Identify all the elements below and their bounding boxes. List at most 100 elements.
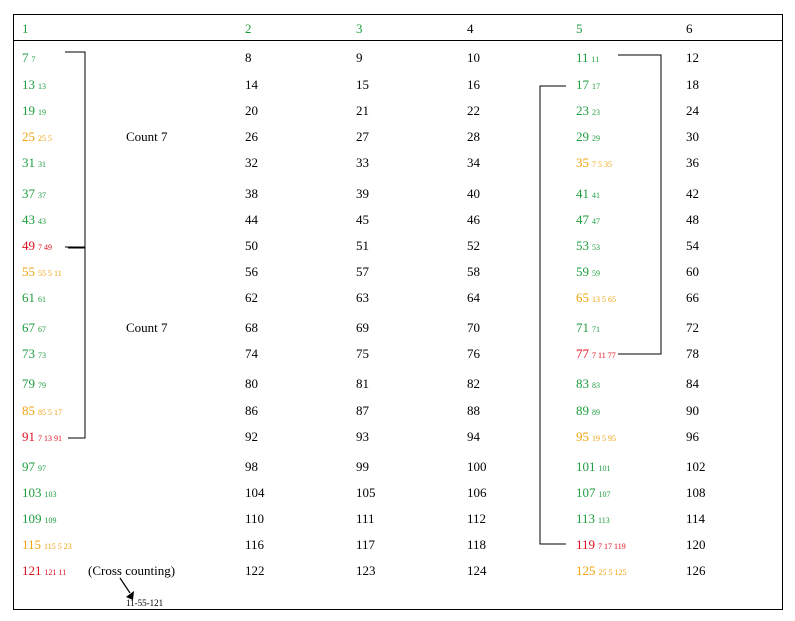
cell-number: 98 xyxy=(245,459,258,474)
grid-cell: 79 79 xyxy=(22,376,46,394)
cell-number: 23 xyxy=(576,103,589,118)
cell-number: 62 xyxy=(245,290,258,305)
cell-number: 31 xyxy=(22,155,35,170)
cell-number: 105 xyxy=(356,485,376,500)
grid-cell: 58 xyxy=(467,264,480,280)
cell-number: 27 xyxy=(356,129,369,144)
grid-cell: 108 xyxy=(686,485,706,501)
grid-cell: 67 67 xyxy=(22,320,46,338)
cell-number: 83 xyxy=(576,376,589,391)
column-header-6: 6 xyxy=(686,21,693,36)
cell-number: 74 xyxy=(245,346,258,361)
cell-number: 110 xyxy=(245,511,265,526)
cell-number: 77 xyxy=(576,346,589,361)
cell-number: 68 xyxy=(245,320,258,335)
grid-cell: 121 121 11 xyxy=(22,563,66,581)
grid-cell: 98 xyxy=(245,459,258,475)
grid-cell: 116 xyxy=(245,537,264,553)
cell-number: 60 xyxy=(686,264,699,279)
cell-number: 61 xyxy=(22,290,35,305)
cell-factors: 19 xyxy=(38,108,46,117)
grid-cell: 30 xyxy=(686,129,699,145)
column-header-4: 4 xyxy=(467,21,474,36)
cell-number: 15 xyxy=(356,77,369,92)
cell-number: 66 xyxy=(686,290,699,305)
cell-number: 101 xyxy=(576,459,596,474)
cell-number: 18 xyxy=(686,77,699,92)
cell-factors: 25 5 xyxy=(38,134,52,143)
cell-number: 14 xyxy=(245,77,258,92)
cell-factors: 59 xyxy=(592,269,600,278)
grid-cell: 20 xyxy=(245,103,258,119)
cell-number: 7 xyxy=(22,50,29,65)
cell-factors: 31 xyxy=(38,160,46,169)
grid-cell: 36 xyxy=(686,155,699,171)
cell-number: 37 xyxy=(22,186,35,201)
cell-factors: 109 xyxy=(44,516,57,525)
column-header-1: 1 xyxy=(22,21,29,36)
grid-cell: 76 xyxy=(467,346,480,362)
grid-cell: 87 xyxy=(356,403,369,419)
grid-cell: 65 13 5 65 xyxy=(576,290,616,308)
cell-number: 91 xyxy=(22,429,35,444)
grid-cell: 46 xyxy=(467,212,480,228)
grid-cell: 28 xyxy=(467,129,480,145)
grid-cell: 8 xyxy=(245,50,252,66)
grid-cell: 66 xyxy=(686,290,699,306)
cell-number: 100 xyxy=(467,459,487,474)
grid-cell: 114 xyxy=(686,511,705,527)
grid-cell: 102 xyxy=(686,459,706,475)
cell-factors: 89 xyxy=(592,408,600,417)
cell-number: 107 xyxy=(576,485,596,500)
grid-cell: 95 19 5 95 xyxy=(576,429,616,447)
grid-cell: 29 29 xyxy=(576,129,600,147)
cell-number: 45 xyxy=(356,212,369,227)
grid-cell: 73 73 xyxy=(22,346,46,364)
grid-cell: 83 83 xyxy=(576,376,600,394)
grid-cell: 74 xyxy=(245,346,258,362)
cell-number: 108 xyxy=(686,485,706,500)
grid-cell: 99 xyxy=(356,459,369,475)
count-label-lower: Count 7 xyxy=(126,320,168,335)
cell-factors: 29 xyxy=(592,134,600,143)
cell-number: 36 xyxy=(686,155,699,170)
cell-number: 53 xyxy=(576,238,589,253)
cell-number: 96 xyxy=(686,429,699,444)
cell-factors: 61 xyxy=(38,295,46,304)
grid-cell: 26 xyxy=(245,129,258,145)
cell-number: 58 xyxy=(467,264,480,279)
grid-cell: 78 xyxy=(686,346,699,362)
grid-cell: 111 xyxy=(356,511,375,527)
cell-number: 87 xyxy=(356,403,369,418)
cell-number: 43 xyxy=(22,212,35,227)
cell-factors: 47 xyxy=(592,217,600,226)
grid-cell: 9 xyxy=(356,50,363,66)
cell-number: 117 xyxy=(356,537,376,552)
cell-number: 111 xyxy=(356,511,375,526)
grid-cell: 45 xyxy=(356,212,369,228)
cell-factors: 43 xyxy=(38,217,46,226)
grid-cell: 49 7 49 xyxy=(22,238,52,256)
count-label-upper: Count 7 xyxy=(126,129,168,144)
grid-cell: 117 xyxy=(356,537,375,553)
grid-cell: 44 xyxy=(245,212,258,228)
cell-number: 57 xyxy=(356,264,369,279)
cell-number: 116 xyxy=(245,537,265,552)
grid-cell: 70 xyxy=(467,320,480,336)
grid-cell: 96 xyxy=(686,429,699,445)
grid-cell: 75 xyxy=(356,346,369,362)
cell-number: 42 xyxy=(686,186,699,201)
grid-cell: 92 xyxy=(245,429,258,445)
grid-cell: 124 xyxy=(467,563,487,579)
grid-cell: 112 xyxy=(467,511,486,527)
cell-number: 75 xyxy=(356,346,369,361)
grid-cell: 59 59 xyxy=(576,264,600,282)
column-header-3: 3 xyxy=(356,21,363,36)
grid-cell: 104 xyxy=(245,485,265,501)
cell-number: 33 xyxy=(356,155,369,170)
column-header-5: 5 xyxy=(576,21,583,36)
grid-cell: 119 7 17 119 xyxy=(576,537,626,555)
cell-factors: 107 xyxy=(598,490,611,499)
cell-number: 29 xyxy=(576,129,589,144)
